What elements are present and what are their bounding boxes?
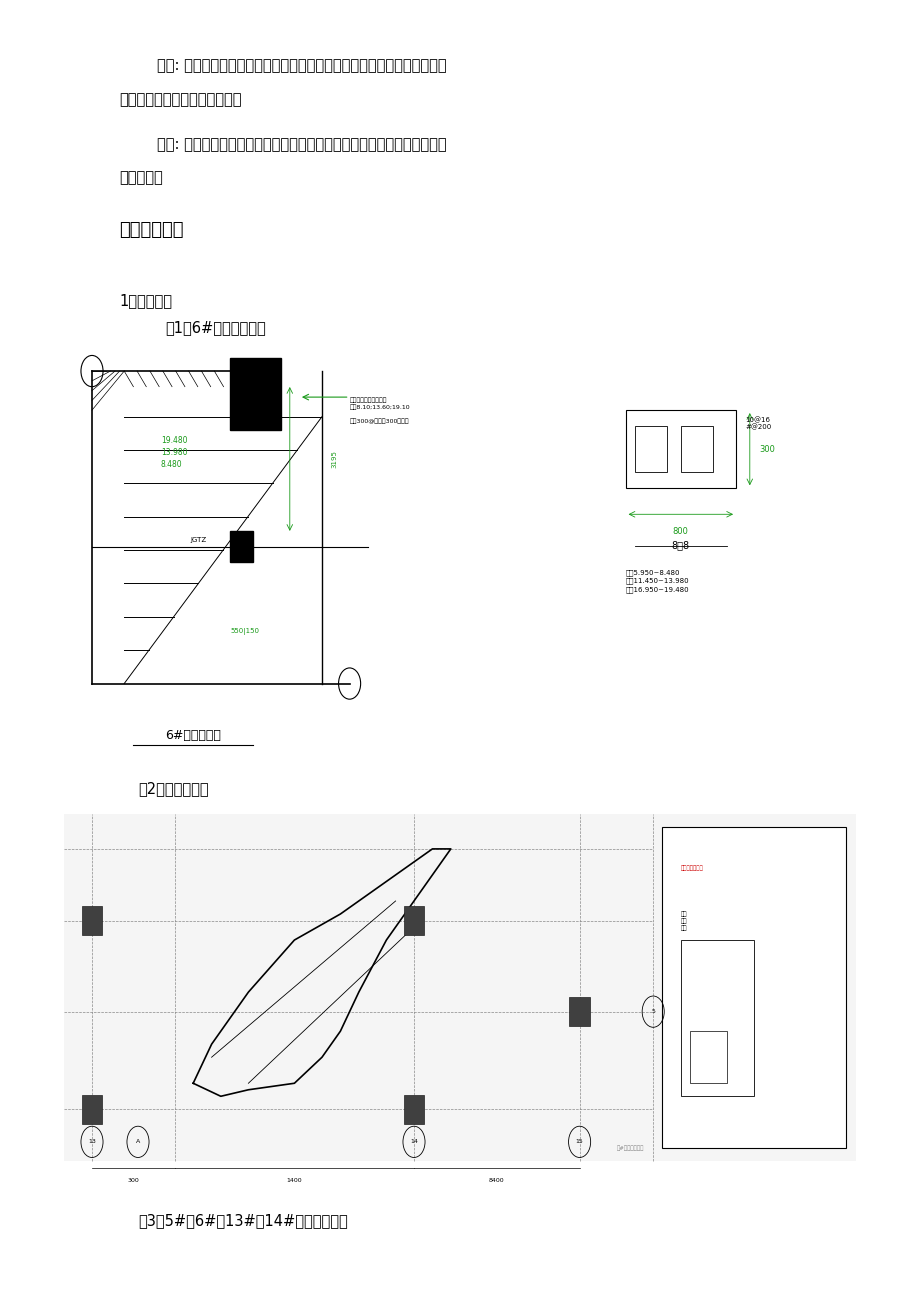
- Text: 8400: 8400: [489, 1178, 504, 1184]
- Text: （1）6#楼梯设计修改: （1）6#楼梯设计修改: [165, 320, 267, 336]
- Text: 六#楼三层建筑图: 六#楼三层建筑图: [616, 1146, 643, 1151]
- Text: 800: 800: [672, 527, 688, 536]
- Bar: [569, 997, 589, 1026]
- Bar: [230, 531, 253, 562]
- Text: 电梯机房顶改造: 电梯机房顶改造: [680, 866, 703, 871]
- Text: 加固: 加固结构均为二次受荷，为减少应力、应变的滞后，对加固部位及周: 加固: 加固结构均为二次受荷，为减少应力、应变的滞后，对加固部位及周: [119, 59, 446, 74]
- Bar: [82, 1095, 102, 1124]
- Text: 用胶粘分流底板钢筋条
标高8.10;13.60;19.10

板筋300@横纵筋300双一层: 用胶粘分流底板钢筋条 标高8.10;13.60;19.10 板筋300@横纵筋3…: [349, 397, 410, 424]
- Bar: [680, 427, 712, 473]
- Text: 提供条件。: 提供条件。: [119, 171, 164, 186]
- Text: 300: 300: [128, 1178, 139, 1184]
- Bar: [64, 814, 855, 1161]
- Bar: [625, 410, 735, 488]
- Text: 1、撤除部位: 1、撤除部位: [119, 293, 173, 309]
- Bar: [403, 1095, 424, 1124]
- Bar: [689, 1031, 726, 1083]
- Bar: [230, 358, 280, 430]
- Text: 19.480
13.980
8.480: 19.480 13.980 8.480: [161, 436, 187, 469]
- Bar: [403, 906, 424, 935]
- Text: 8－8: 8－8: [671, 540, 689, 551]
- Bar: [662, 827, 845, 1148]
- Text: 1400: 1400: [287, 1178, 301, 1184]
- Text: 6#梯平面修改: 6#梯平面修改: [165, 729, 221, 742]
- Text: （3）5#、6#、13#、14#电梯结构改造: （3）5#、6#、13#、14#电梯结构改造: [138, 1213, 347, 1229]
- Text: 5: 5: [651, 1009, 654, 1014]
- Text: 300: 300: [758, 445, 774, 453]
- Bar: [680, 940, 754, 1096]
- Text: 10@16
#@200: 10@16 #@200: [744, 417, 771, 431]
- Text: （2）观光梯修改: （2）观光梯修改: [138, 781, 209, 797]
- Bar: [82, 906, 102, 935]
- Text: 15: 15: [575, 1139, 583, 1144]
- Text: 四、施工方法: 四、施工方法: [119, 221, 184, 240]
- Text: 新增
移位
改建: 新增 移位 改建: [680, 911, 686, 931]
- Text: 标高5.950~8.480
标高11.450~13.980
标高16.950~19.480: 标高5.950~8.480 标高11.450~13.980 标高16.950~1…: [625, 569, 688, 592]
- Bar: [634, 427, 666, 473]
- Text: 550|150: 550|150: [230, 628, 259, 635]
- Text: 3195: 3195: [331, 450, 337, 467]
- Text: 13: 13: [88, 1139, 96, 1144]
- Text: 改造: 当加固和改造的工作在同一部位都需进行时，应先进行加固，为改造: 改造: 当加固和改造的工作在同一部位都需进行时，应先进行加固，为改造: [119, 137, 446, 152]
- Text: 边的结构需采取支撑卸荷处理。: 边的结构需采取支撑卸荷处理。: [119, 92, 242, 108]
- Text: 14: 14: [410, 1139, 417, 1144]
- Text: JGTZ: JGTZ: [190, 538, 207, 543]
- Text: A: A: [136, 1139, 140, 1144]
